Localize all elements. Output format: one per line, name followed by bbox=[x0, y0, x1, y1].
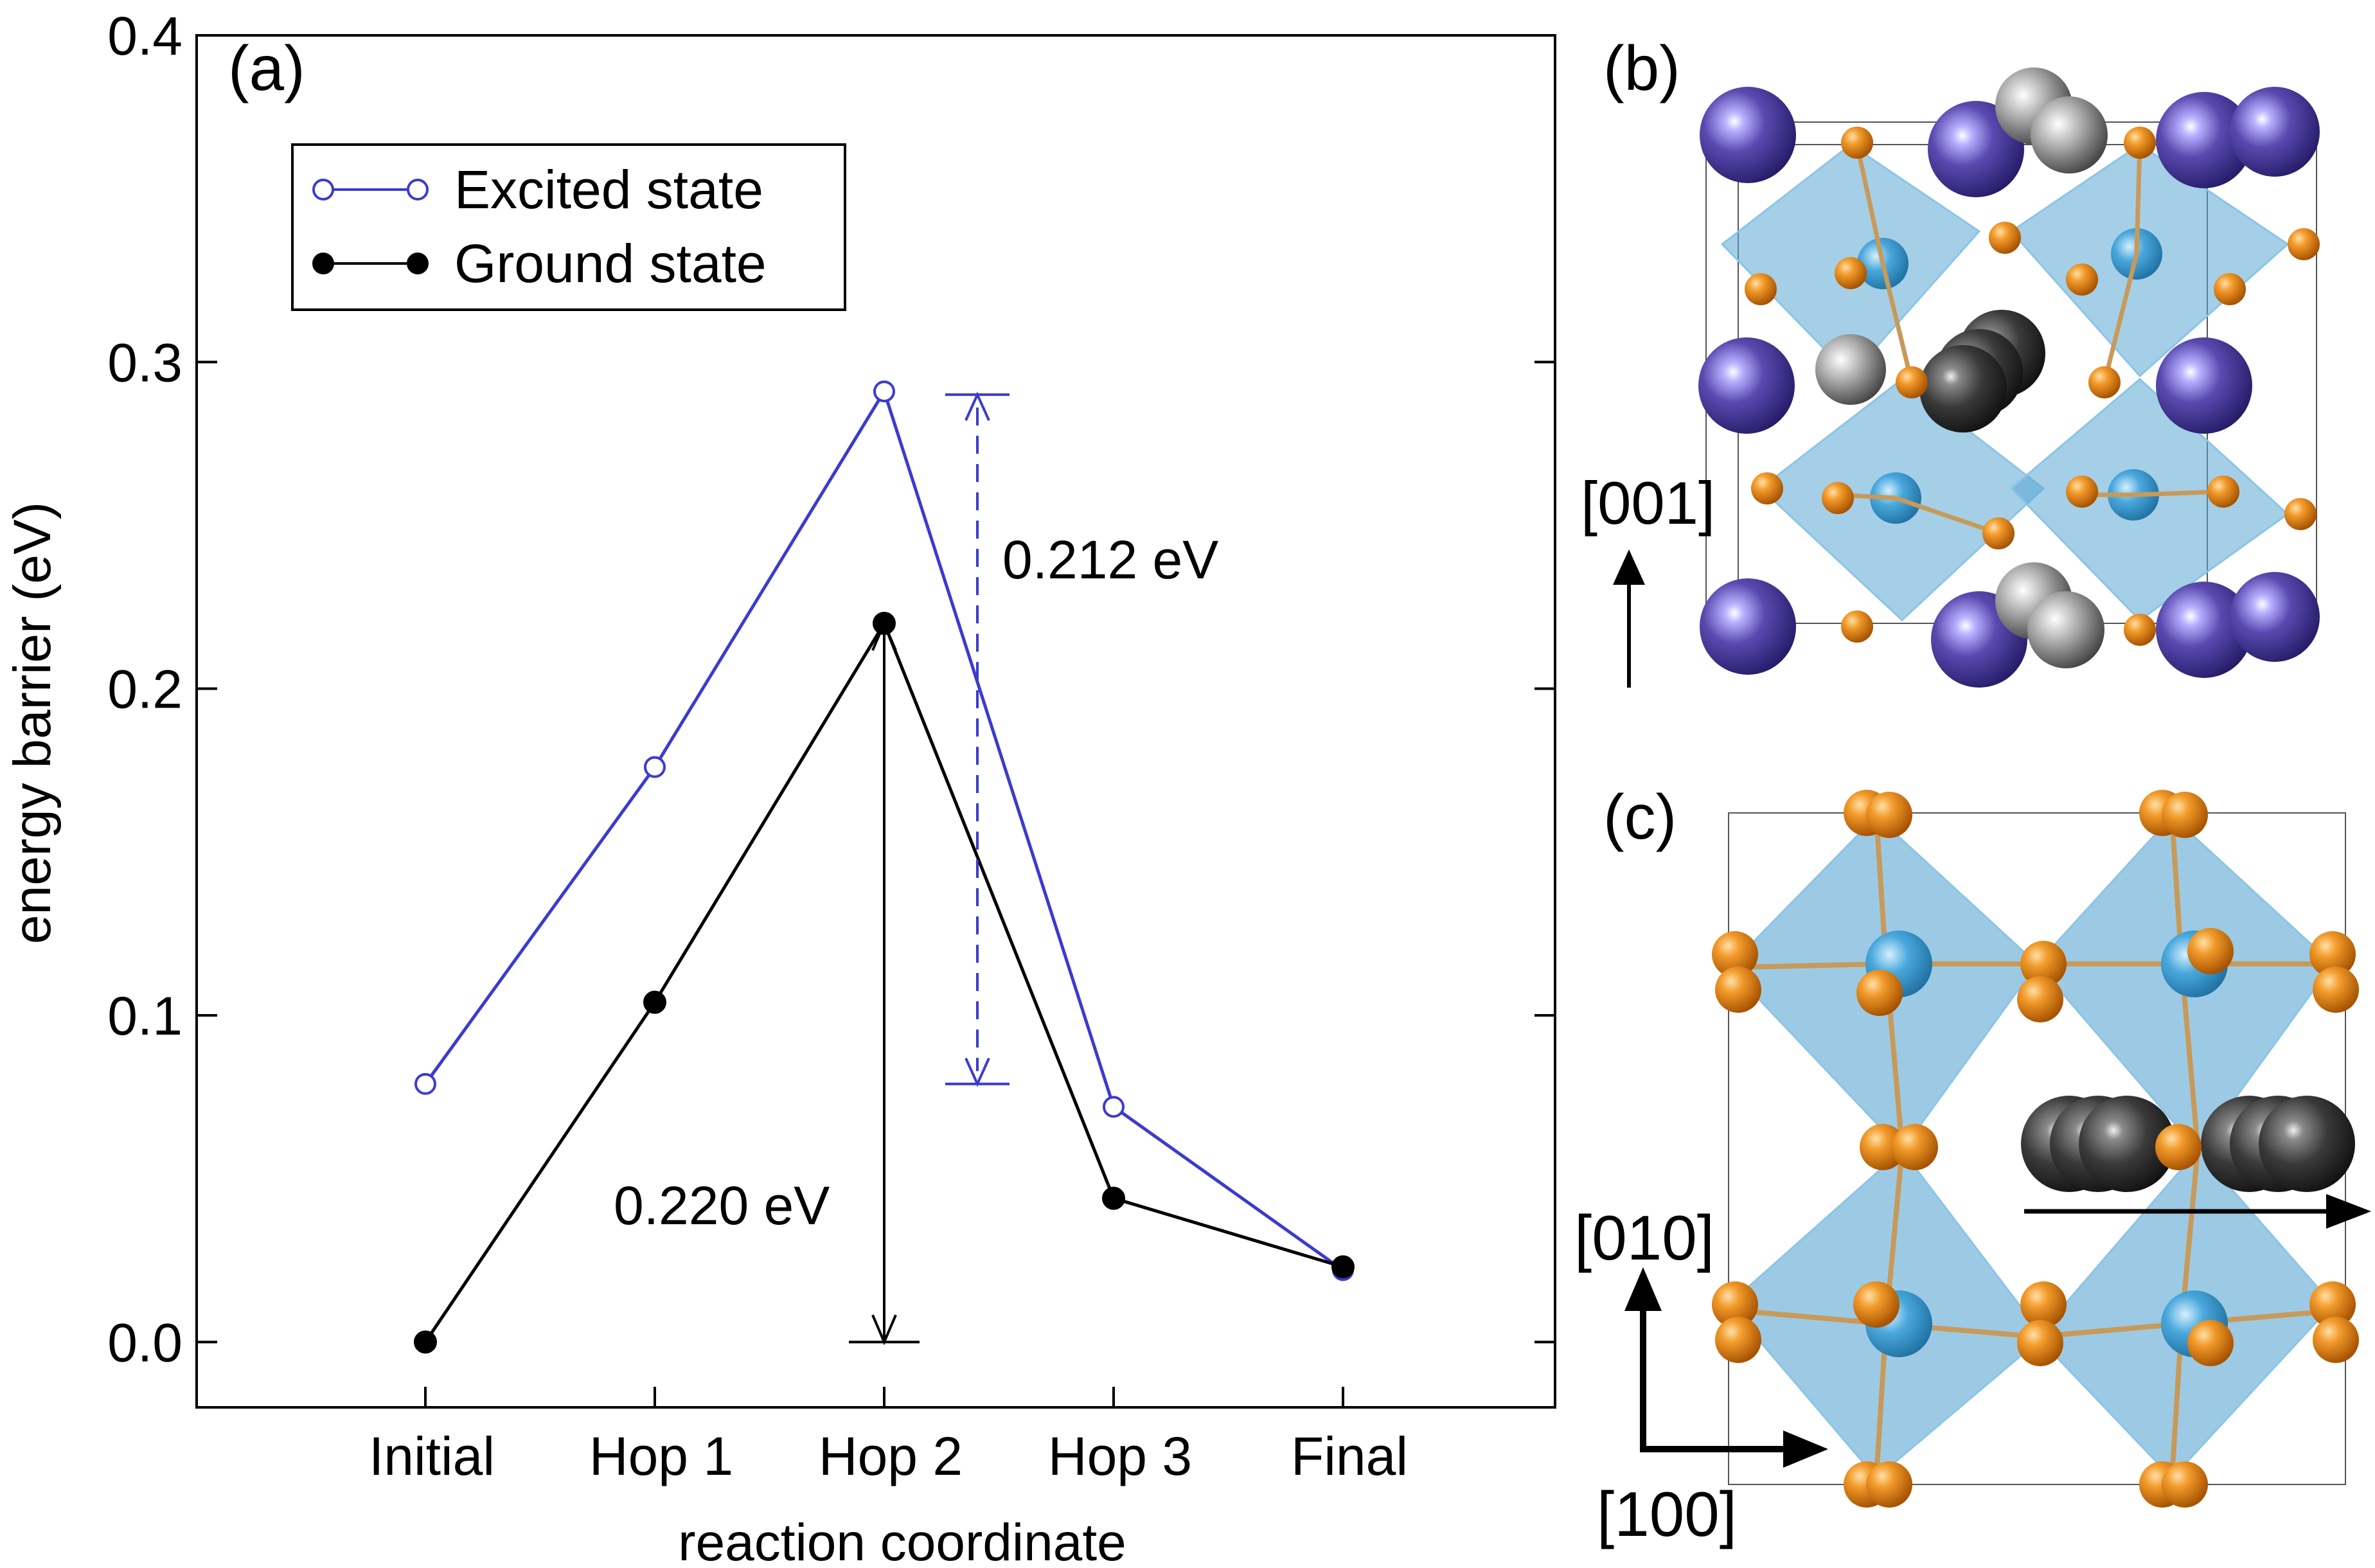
legend-entry-ground: Ground state bbox=[312, 233, 767, 294]
energy-barrier-chart: 0.0 0.1 0.2 0.3 0.4 Initial Hop 1 Hop 2 Hop 3 Fi… bbox=[3, 6, 1556, 1568]
x-tick-label: Hop 3 bbox=[1048, 1426, 1192, 1486]
y-tick-label: 0.2 bbox=[107, 659, 182, 720]
annotation-ground-barrier: 0.220 eV bbox=[614, 1175, 830, 1236]
crystal-structure-panel-c: (c) bbox=[1574, 781, 2371, 1549]
plot-frame bbox=[195, 34, 1556, 1409]
axis-arrow-001: [001] bbox=[1581, 469, 1715, 688]
dark-atoms-b bbox=[1919, 310, 2045, 432]
annotations bbox=[849, 391, 1010, 1346]
panel-label-c: (c) bbox=[1603, 781, 1677, 852]
legend-box bbox=[291, 143, 846, 311]
data-point bbox=[873, 612, 896, 635]
y-tick-label: 0.1 bbox=[107, 986, 182, 1046]
x-tick-label: Hop 1 bbox=[589, 1426, 733, 1486]
data-point bbox=[873, 380, 895, 403]
series-points bbox=[414, 380, 1355, 1354]
legend-marker-excited-left bbox=[312, 179, 334, 200]
y-axis-label: energy barrier (eV) bbox=[3, 502, 62, 944]
legend-marker-ground-left bbox=[312, 253, 334, 274]
data-point bbox=[643, 990, 666, 1014]
legend-marker-ground-right bbox=[407, 253, 429, 274]
legend-marker-excited-right bbox=[407, 179, 429, 200]
annotation-excited-barrier: 0.212 eV bbox=[1002, 530, 1218, 590]
data-point bbox=[414, 1073, 436, 1095]
data-point bbox=[1102, 1186, 1125, 1210]
annotation-arrowhead-down bbox=[965, 1057, 990, 1087]
dark-atoms-c bbox=[2021, 1096, 2355, 1192]
data-point bbox=[644, 756, 666, 778]
data-point bbox=[1103, 1096, 1125, 1118]
annotation-arrowhead-up bbox=[965, 391, 990, 421]
legend-entry-excited: Excited state bbox=[312, 159, 763, 220]
migration-arrow bbox=[2024, 1194, 2371, 1229]
legend-label-excited: Excited state bbox=[454, 159, 763, 220]
axis-arrows-c: [010] [100] bbox=[1574, 1202, 1828, 1549]
x-tick-label: Initial bbox=[369, 1426, 495, 1486]
data-point bbox=[1331, 1255, 1355, 1279]
y-ticks: 0.0 0.1 0.2 0.3 0.4 bbox=[107, 6, 1555, 1373]
y-tick-label: 0.3 bbox=[107, 332, 182, 393]
panel-label-a: (a) bbox=[228, 33, 305, 103]
y-tick-label: 0.4 bbox=[107, 6, 182, 66]
legend-label-ground: Ground state bbox=[454, 233, 767, 294]
oxygen-atoms-c bbox=[1712, 790, 2359, 1508]
oxygen-atoms-b bbox=[1745, 127, 2320, 646]
x-tick-label: Hop 2 bbox=[819, 1426, 963, 1486]
x-axis-label: reaction coordinate bbox=[678, 1513, 1126, 1568]
x-tick-label: Final bbox=[1291, 1426, 1408, 1486]
grey-atoms-b bbox=[1815, 67, 2108, 668]
annotation-arrowhead-down bbox=[871, 1314, 897, 1346]
axis-label-010: [010] bbox=[1574, 1202, 1714, 1273]
axis-label-100: [100] bbox=[1597, 1479, 1737, 1549]
data-point bbox=[414, 1330, 437, 1354]
x-ticks: Initial Hop 1 Hop 2 Hop 3 Final bbox=[369, 1387, 1408, 1486]
crystal-structure-panel-b: (b) bbox=[1581, 33, 2320, 688]
y-tick-label: 0.0 bbox=[107, 1312, 182, 1373]
axis-label-001: [001] bbox=[1581, 469, 1715, 537]
legend: Excited state Ground state bbox=[291, 143, 846, 311]
panel-label-b: (b) bbox=[1603, 33, 1680, 103]
